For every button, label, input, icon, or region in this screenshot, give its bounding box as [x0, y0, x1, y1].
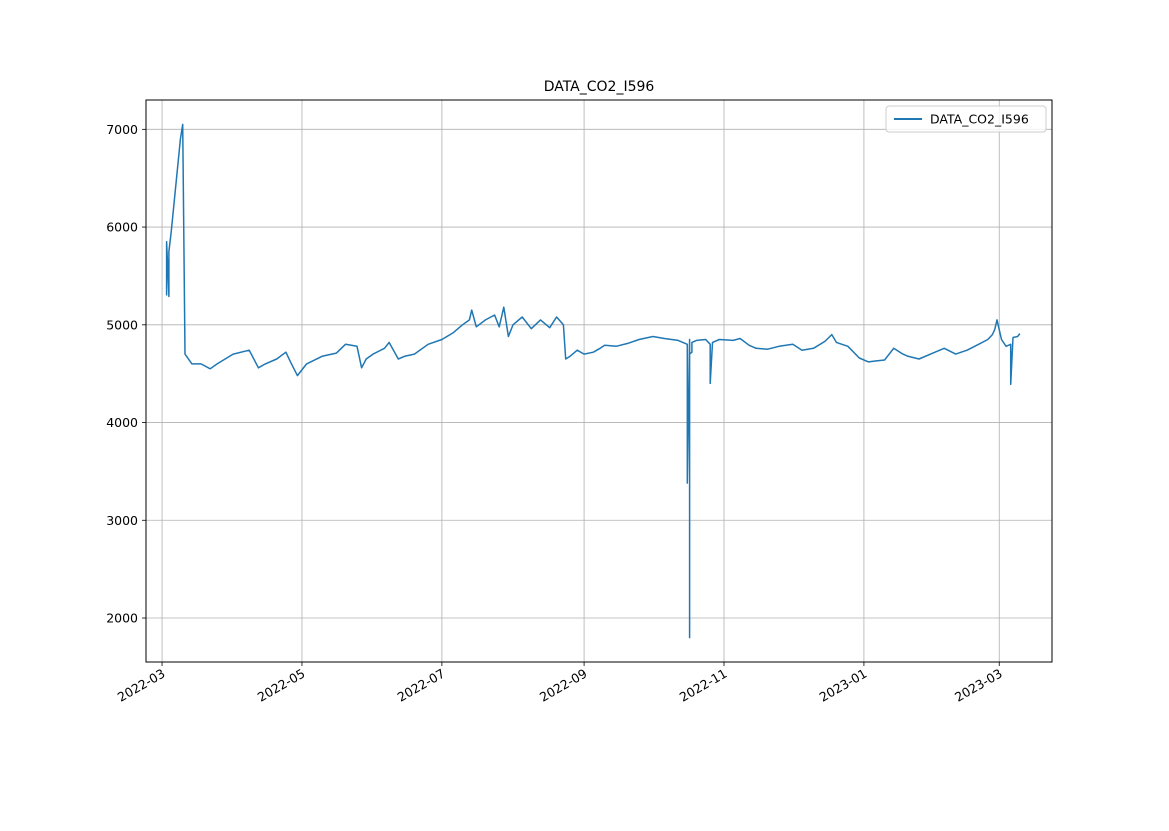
legend-box	[885, 105, 1047, 133]
y-tick-label: 5000	[106, 317, 138, 332]
series-layer	[165, 123, 1021, 639]
y-tick-label: 3000	[106, 513, 138, 528]
grid-layer	[146, 100, 1052, 662]
axes-frame	[145, 99, 1053, 663]
legend: DATA_CO2_I596	[885, 105, 1047, 133]
chart-title: DATA_CO2_I596	[544, 79, 655, 95]
legend-label: DATA_CO2_I596	[930, 112, 1029, 127]
y-tick-label: 6000	[106, 220, 138, 235]
y-tick-label: 2000	[106, 611, 138, 626]
y-tick-label: 7000	[106, 122, 138, 137]
series-line-0	[165, 123, 1021, 639]
y-tick-label: 4000	[106, 415, 138, 430]
